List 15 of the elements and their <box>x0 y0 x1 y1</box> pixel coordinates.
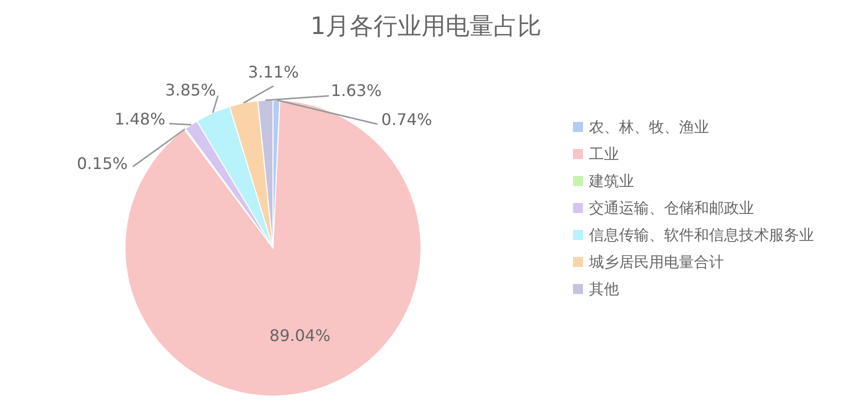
data-label: 1.48% <box>114 110 166 129</box>
legend-label: 其他 <box>589 280 619 298</box>
data-label: 0.15% <box>76 154 128 174</box>
data-label: 3.85% <box>165 80 216 100</box>
chart-title: 1月各行业用电量占比 <box>309 11 543 42</box>
legend-label: 交通运输、仓储和邮政业 <box>589 198 754 218</box>
legend-label: 农、林、牧、渔业 <box>589 118 709 136</box>
legend-label: 城乡居民用电量合计 <box>589 252 724 272</box>
legend-label: 建筑业 <box>589 172 634 190</box>
data-label: 89.04% <box>269 326 330 346</box>
legend-label: 信息传输、软件和信息技术服务业 <box>589 226 814 244</box>
data-label: 1.63% <box>330 80 382 100</box>
data-label: 0.74% <box>381 110 432 130</box>
data-label: 3.11% <box>248 62 299 82</box>
legend-label: 工业 <box>589 144 619 164</box>
